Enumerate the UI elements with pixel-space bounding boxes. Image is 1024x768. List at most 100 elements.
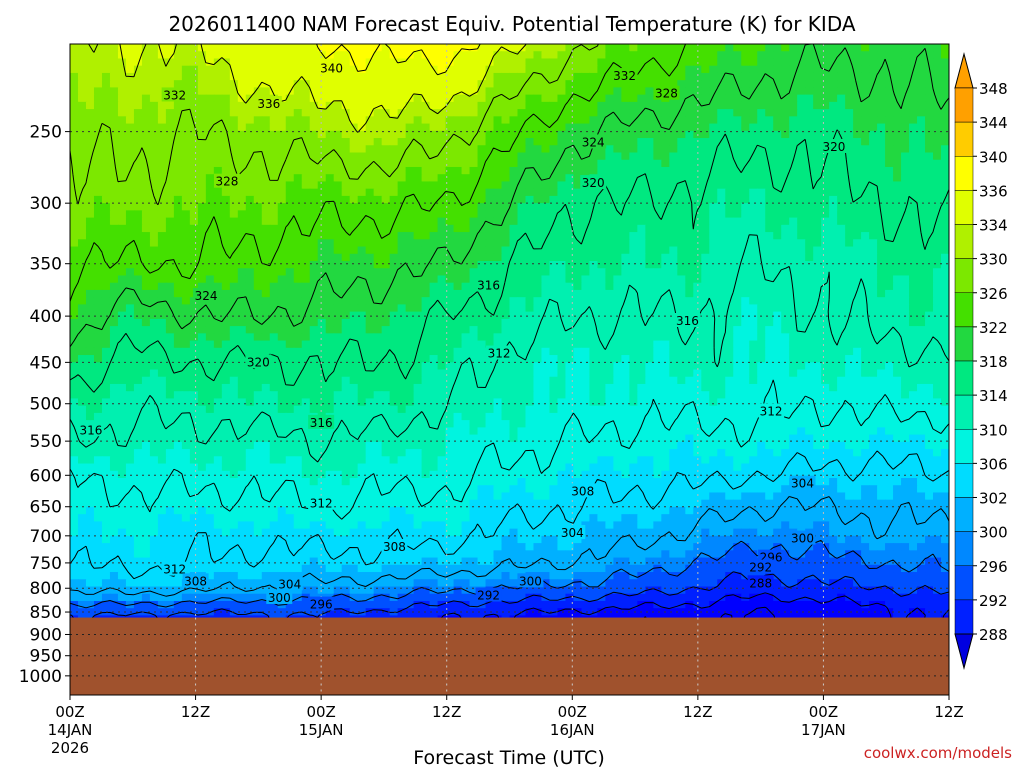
field-cell — [341, 246, 351, 255]
field-cell — [461, 203, 471, 211]
field-cell — [613, 101, 622, 110]
field-cell — [901, 130, 910, 139]
field-cell — [269, 289, 279, 298]
field-cell — [605, 311, 614, 320]
field-cell — [629, 217, 638, 226]
field-cell — [789, 44, 798, 52]
field-cell — [237, 123, 247, 132]
field-cell — [645, 203, 654, 211]
field-cell — [461, 116, 471, 125]
field-cell — [573, 261, 583, 269]
field-cell — [173, 275, 183, 284]
field-cell — [253, 130, 263, 139]
field-cell — [109, 297, 119, 305]
field-cell — [85, 116, 95, 125]
field-cell — [733, 123, 742, 132]
field-cell — [549, 347, 559, 356]
field-cell — [309, 159, 319, 168]
field-cell — [845, 159, 854, 168]
field-cell — [645, 355, 654, 363]
field-cell — [437, 261, 447, 269]
field-cell — [109, 72, 119, 81]
field-cell — [517, 261, 527, 269]
field-cell — [485, 195, 495, 204]
field-cell — [397, 210, 407, 219]
field-cell — [805, 210, 814, 219]
field-cell — [869, 195, 878, 204]
field-cell — [397, 203, 407, 211]
field-cell — [237, 72, 247, 81]
field-cell — [125, 311, 135, 320]
field-cell — [437, 130, 447, 139]
field-cell — [725, 289, 734, 298]
field-cell — [917, 58, 926, 67]
field-cell — [653, 355, 662, 363]
field-cell — [109, 123, 119, 132]
field-cell — [741, 261, 750, 269]
field-cell — [141, 174, 151, 183]
field-cell — [461, 261, 471, 269]
field-cell — [765, 282, 774, 291]
field-cell — [261, 217, 271, 226]
field-cell — [93, 289, 103, 298]
field-cell — [429, 72, 439, 81]
field-cell — [773, 101, 782, 110]
field-cell — [333, 289, 343, 298]
field-cell — [749, 101, 758, 110]
field-cell — [877, 109, 886, 117]
field-cell — [597, 203, 606, 211]
field-cell — [645, 333, 654, 342]
field-cell — [885, 181, 894, 190]
field-cell — [197, 166, 207, 175]
field-cell — [181, 174, 191, 183]
field-cell — [541, 87, 551, 96]
field-cell — [933, 174, 942, 183]
field-cell — [525, 87, 535, 96]
field-cell — [261, 116, 271, 125]
field-cell — [453, 239, 463, 248]
field-cell — [285, 355, 295, 363]
field-cell — [197, 210, 207, 219]
field-cell — [85, 65, 95, 74]
field-cell — [477, 123, 487, 132]
field-cell — [533, 123, 543, 132]
field-cell — [437, 362, 447, 371]
field-cell — [141, 347, 151, 356]
field-cell — [173, 174, 183, 183]
field-cell — [365, 159, 375, 168]
field-cell — [429, 101, 439, 110]
field-cell — [525, 282, 535, 291]
field-cell — [605, 203, 614, 211]
field-cell — [637, 174, 646, 183]
field-cell — [149, 304, 159, 313]
field-cell — [445, 109, 455, 117]
field-cell — [933, 253, 942, 262]
field-cell — [333, 195, 343, 204]
field-cell — [117, 72, 127, 81]
field-cell — [445, 318, 455, 327]
field-cell — [477, 340, 487, 349]
field-cell — [653, 72, 662, 81]
field-cell — [813, 355, 822, 363]
field-cell — [461, 87, 471, 96]
field-cell — [645, 282, 654, 291]
field-cell — [869, 58, 878, 67]
field-cell — [141, 116, 151, 125]
field-cell — [349, 318, 359, 327]
field-cell — [797, 261, 806, 269]
field-cell — [493, 297, 503, 305]
field-cell — [517, 333, 527, 342]
field-cell — [637, 362, 646, 371]
field-cell — [213, 101, 223, 110]
field-cell — [101, 123, 111, 132]
field-cell — [389, 51, 399, 60]
field-cell — [117, 304, 127, 313]
field-cell — [565, 268, 575, 277]
field-cell — [333, 340, 343, 349]
field-cell — [477, 58, 487, 67]
field-cell — [373, 65, 383, 74]
field-cell — [333, 138, 343, 146]
field-cell — [701, 282, 710, 291]
field-cell — [589, 362, 598, 371]
field-cell — [781, 326, 790, 334]
